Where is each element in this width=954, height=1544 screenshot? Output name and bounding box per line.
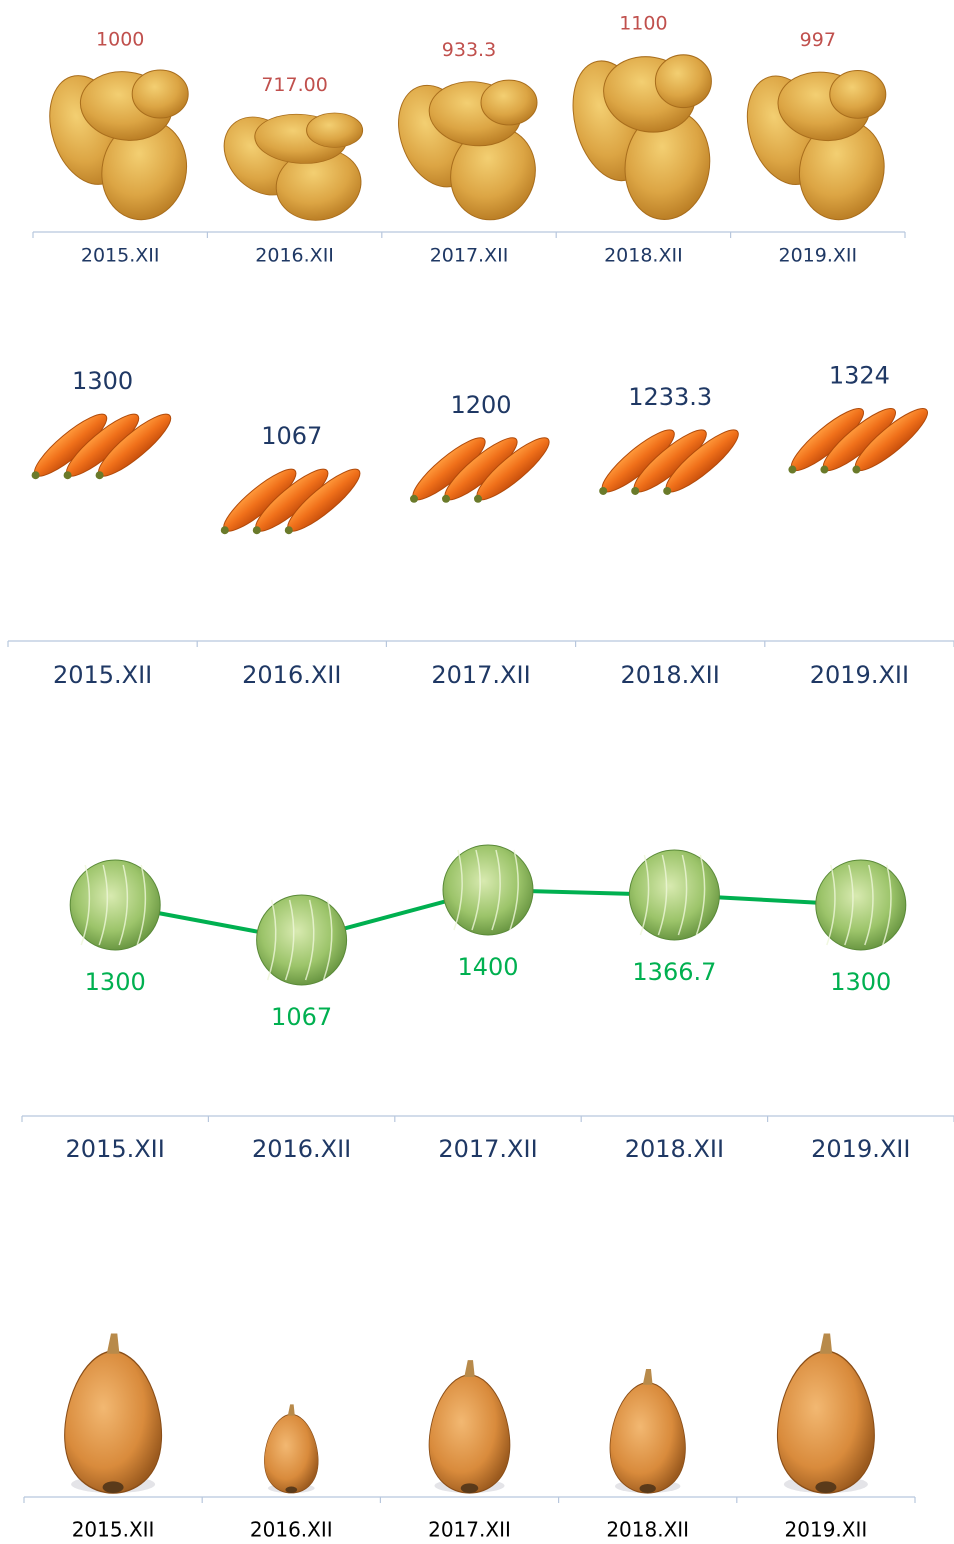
onion-root: [461, 1483, 479, 1493]
value-label: 1100: [619, 13, 667, 35]
chart-page: 2015.XII 1000 2016.XII 717.00 2017.XII 933.3 2…: [0, 0, 954, 1544]
x-tick-label: 2019.XII: [778, 245, 857, 267]
value-label: 933.3: [442, 39, 496, 61]
x-tick-label: 2015.XII: [81, 245, 160, 267]
carrot-top: [442, 495, 450, 503]
cabbage: [816, 860, 906, 950]
carrot: [784, 401, 934, 479]
onion: [65, 1334, 162, 1494]
potato: [211, 110, 370, 226]
chart: 2015.XII 2016.XII 2017.XII 2018.XII 2019.XII…: [22, 845, 954, 1163]
onion: [264, 1404, 318, 1493]
value-label: 1300: [85, 968, 146, 996]
x-tick-label: 2016.XII: [242, 661, 341, 689]
x-tick-label: 2019.XII: [810, 661, 909, 689]
x-tick-label: 2017.XII: [428, 1518, 511, 1542]
onion-body: [264, 1414, 318, 1493]
potato: [385, 76, 544, 227]
carrot-top: [96, 471, 104, 479]
value-label: 1067: [271, 1003, 332, 1031]
carrot-top: [599, 487, 607, 495]
value-label: 717.00: [261, 74, 327, 96]
x-tick-label: 2018.XII: [621, 661, 720, 689]
carrot-top: [663, 487, 671, 495]
x-tick-label: 2019.XII: [811, 1135, 910, 1163]
page: {"chart_data": [ {"type": "pictograph", …: [0, 0, 954, 1544]
x-tick-label: 2018.XII: [625, 1135, 724, 1163]
potato-part: [830, 70, 886, 118]
potato-part: [655, 55, 711, 108]
x-tick-label: 2015.XII: [66, 1135, 165, 1163]
carrot-top: [253, 526, 261, 534]
onion-body: [777, 1351, 874, 1493]
carrot-top: [788, 466, 796, 474]
cabbage: [257, 895, 347, 985]
carrot-top: [32, 471, 40, 479]
x-tick-label: 2016.XII: [250, 1518, 333, 1542]
value-label: 1300: [72, 367, 133, 395]
carrot-top: [64, 471, 72, 479]
value-label: 1000: [96, 29, 144, 51]
carrot-top: [820, 466, 828, 474]
onion-body: [65, 1351, 162, 1493]
chart: 2015.XII 2016.XII 2017.XII 2018.XII 2019.XII: [24, 1334, 915, 1542]
potato: [734, 66, 893, 228]
onion-tip: [464, 1360, 475, 1377]
x-tick-label: 2018.XII: [606, 1518, 689, 1542]
x-tick-label: 2015.XII: [53, 661, 152, 689]
onion-body: [610, 1382, 685, 1493]
carrot: [406, 430, 556, 508]
carrot-top: [852, 466, 860, 474]
x-tick-label: 2017.XII: [430, 245, 509, 267]
cabbage: [70, 860, 160, 950]
cabbage: [443, 845, 533, 935]
onion: [610, 1369, 685, 1493]
x-tick-label: 2019.XII: [785, 1518, 868, 1542]
onion: [429, 1360, 510, 1493]
x-tick-label: 2016.XII: [255, 245, 334, 267]
carrot-top: [410, 495, 418, 503]
value-label: 1233.3: [628, 383, 712, 411]
potato: [560, 50, 719, 228]
carrot-top: [631, 487, 639, 495]
onion-root: [285, 1487, 297, 1493]
x-tick-label: 2017.XII: [431, 661, 530, 689]
carrot-top: [221, 526, 229, 534]
onion-tip: [643, 1369, 653, 1385]
carrot-top: [285, 526, 293, 534]
carrot: [595, 422, 745, 500]
value-label: 1400: [457, 953, 518, 981]
chart: 2015.XII 1300 2016.XII 1067 2017.XII 1200 2018…: [8, 362, 954, 689]
cabbage: [629, 850, 719, 940]
onion-body: [429, 1375, 510, 1493]
onion-tip: [820, 1334, 833, 1354]
onion: [777, 1334, 874, 1494]
potato: [37, 66, 196, 228]
carrot-top: [474, 495, 482, 503]
onion-root: [640, 1484, 656, 1493]
chart: 2015.XII 1000 2016.XII 717.00 2017.XII 933.3 2…: [33, 13, 905, 267]
onion-tip: [107, 1334, 120, 1354]
value-label: 1067: [261, 422, 322, 450]
x-tick-label: 2015.XII: [72, 1518, 155, 1542]
carrot: [28, 406, 178, 484]
value-label: 1300: [830, 968, 891, 996]
value-label: 1200: [450, 391, 511, 419]
potato-part: [132, 70, 188, 118]
x-tick-label: 2017.XII: [438, 1135, 537, 1163]
onion-tip: [288, 1404, 295, 1415]
potato-part: [481, 80, 537, 125]
onion-root: [815, 1481, 836, 1493]
x-tick-label: 2016.XII: [252, 1135, 351, 1163]
onion-root: [103, 1481, 124, 1493]
potato-part: [307, 113, 363, 147]
value-label: 1324: [829, 362, 890, 390]
x-tick-label: 2018.XII: [604, 245, 683, 267]
value-label: 997: [800, 29, 836, 51]
value-label: 1366.7: [632, 958, 716, 986]
carrot: [217, 461, 367, 539]
